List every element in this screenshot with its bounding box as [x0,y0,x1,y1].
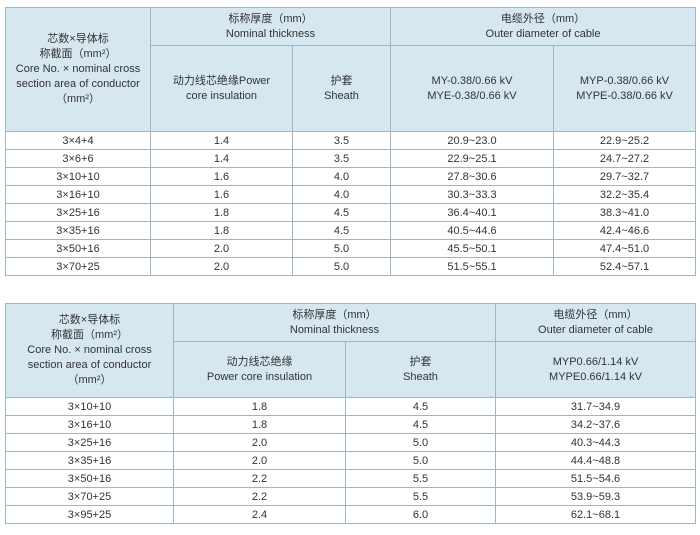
cell-diameter-my: 30.3~33.3 [390,185,555,204]
table-row: 3×50+16 2.2 5.5 51.5~54.6 [5,469,697,488]
cell-core: 3×10+10 [5,397,174,416]
cell-insulation: 1.4 [150,131,293,150]
cell-diameter-my: 27.8~30.6 [390,167,555,186]
cell-core: 3×25+16 [5,203,151,222]
cell-diameter-my: 22.9~25.1 [390,149,555,168]
cell-core: 3×50+16 [5,239,151,258]
table-row: 3×35+16 2.0 5.0 44.4~48.8 [5,451,697,470]
cell-sheath: 3.5 [291,149,392,168]
nominal-thickness-header: 标称厚度（mm） Nominal thickness [172,303,497,342]
table-row: 3×70+25 2.2 5.5 53.9~59.3 [5,487,697,506]
cell-diameter: 44.4~48.8 [495,451,697,470]
core-insulation-header: 动力线芯绝缘Power core insulation [150,45,293,132]
cell-sheath: 3.5 [291,131,392,150]
table-row: 3×6+6 1.4 3.5 22.9~25.1 24.7~27.2 [5,149,697,168]
table-row: 3×16+10 1.6 4.0 30.3~33.3 32.2~35.4 [5,185,697,204]
cell-sheath: 5.0 [344,433,497,452]
cell-sheath: 4.5 [291,203,392,222]
cell-diameter-myp: 32.2~35.4 [553,185,697,204]
cell-diameter-my: 36.4~40.1 [390,203,555,222]
cell-core: 3×50+16 [5,469,174,488]
cell-diameter-myp: 42.4~46.6 [553,221,697,240]
outer-diameter-header: 电缆外径（mm） Outer diameter of cable [390,7,697,46]
cell-insulation: 2.2 [173,469,346,488]
cell-sheath: 4.0 [291,167,392,186]
cell-core: 3×4+4 [5,131,151,150]
cell-insulation: 1.8 [173,397,346,416]
cell-core: 3×35+16 [5,221,151,240]
core-section-header: 芯数×导体标 称截面（mm²） Core No. × nominal cross… [5,303,174,398]
cell-core: 3×70+25 [5,487,174,506]
cable-spec-table-1: 芯数×导体标 称截面（mm²） Core No. × nominal cross… [5,7,697,276]
cell-core: 3×25+16 [5,433,174,452]
cell-diameter: 53.9~59.3 [495,487,697,506]
cell-sheath: 5.0 [344,451,497,470]
cell-core: 3×95+25 [5,505,174,524]
cell-sheath: 5.5 [344,487,497,506]
cell-insulation: 1.8 [150,221,293,240]
cell-diameter: 51.5~54.6 [495,469,697,488]
cell-insulation: 1.8 [150,203,293,222]
cell-diameter: 40.3~44.3 [495,433,697,452]
cell-sheath: 5.5 [344,469,497,488]
cable-spec-table-2: 芯数×导体标 称截面（mm²） Core No. × nominal cross… [5,303,697,524]
cell-sheath: 4.5 [344,397,497,416]
cell-diameter-my: 45.5~50.1 [390,239,555,258]
table-row: 3×95+25 2.4 6.0 62.1~68.1 [5,505,697,524]
sheath-header: 护套 Sheath [344,341,497,398]
table-row: 3×10+10 1.8 4.5 31.7~34.9 [5,397,697,416]
cell-sheath: 6.0 [344,505,497,524]
table-row: 3×50+16 2.0 5.0 45.5~50.1 47.4~51.0 [5,239,697,258]
cell-core: 3×10+10 [5,167,151,186]
cell-insulation: 1.6 [150,185,293,204]
cell-diameter-myp: 24.7~27.2 [553,149,697,168]
cell-sheath: 4.5 [344,415,497,434]
table-row: 3×16+10 1.8 4.5 34.2~37.6 [5,415,697,434]
nominal-thickness-header: 标称厚度（mm） Nominal thickness [149,7,392,46]
cell-diameter-my: 51.5~55.1 [390,257,555,276]
core-section-header: 芯数×导体标 称截面（mm²） Core No. × nominal cross… [5,7,151,132]
cell-insulation: 2.2 [173,487,346,506]
myp-voltage-header: MYP0.66/1.14 kV MYPE0.66/1.14 kV [495,341,697,398]
table-row: 3×35+16 1.8 4.5 40.5~44.6 42.4~46.6 [5,221,697,240]
cell-diameter-myp: 29.7~32.7 [553,167,697,186]
cell-sheath: 5.0 [291,239,392,258]
cell-insulation: 2.0 [173,451,346,470]
table-row: 3×25+16 1.8 4.5 36.4~40.1 38.3~41.0 [5,203,697,222]
table-row: 3×10+10 1.6 4.0 27.8~30.6 29.7~32.7 [5,167,697,186]
cell-insulation: 2.0 [150,239,293,258]
cell-diameter: 34.2~37.6 [495,415,697,434]
cell-diameter-my: 40.5~44.6 [390,221,555,240]
cell-diameter-myp: 22.9~25.2 [553,131,697,150]
cell-sheath: 4.5 [291,221,392,240]
cell-insulation: 2.0 [173,433,346,452]
my-voltage-header: MY-0.38/0.66 kV MYE-0.38/0.66 kV [390,45,555,132]
cell-insulation: 2.4 [173,505,346,524]
cell-core: 3×16+10 [5,185,151,204]
table-row: 3×4+4 1.4 3.5 20.9~23.0 22.9~25.2 [5,131,697,150]
core-insulation-header: 动力线芯绝缘 Power core insulation [173,341,346,398]
cell-diameter-my: 20.9~23.0 [390,131,555,150]
cell-core: 3×16+10 [5,415,174,434]
sheath-header: 护套 Sheath [291,45,392,132]
cell-core: 3×6+6 [5,149,151,168]
cell-insulation: 1.6 [150,167,293,186]
cell-diameter-myp: 47.4~51.0 [553,239,697,258]
cell-core: 3×35+16 [5,451,174,470]
table-row: 3×25+16 2.0 5.0 40.3~44.3 [5,433,697,452]
cell-diameter-myp: 52.4~57.1 [553,257,697,276]
cell-sheath: 5.0 [291,257,392,276]
cell-core: 3×70+25 [5,257,151,276]
cell-diameter: 62.1~68.1 [495,505,697,524]
cell-diameter: 31.7~34.9 [495,397,697,416]
cell-insulation: 2.0 [150,257,293,276]
table-row: 3×70+25 2.0 5.0 51.5~55.1 52.4~57.1 [5,257,697,276]
myp-voltage-header: MYP-0.38/0.66 kV MYPE-0.38/0.66 kV [553,45,697,132]
cell-diameter-myp: 38.3~41.0 [553,203,697,222]
cell-insulation: 1.4 [150,149,293,168]
outer-diameter-header: 电缆外径（mm） Outer diameter of cable [495,303,697,342]
cell-insulation: 1.8 [173,415,346,434]
cell-sheath: 4.0 [291,185,392,204]
